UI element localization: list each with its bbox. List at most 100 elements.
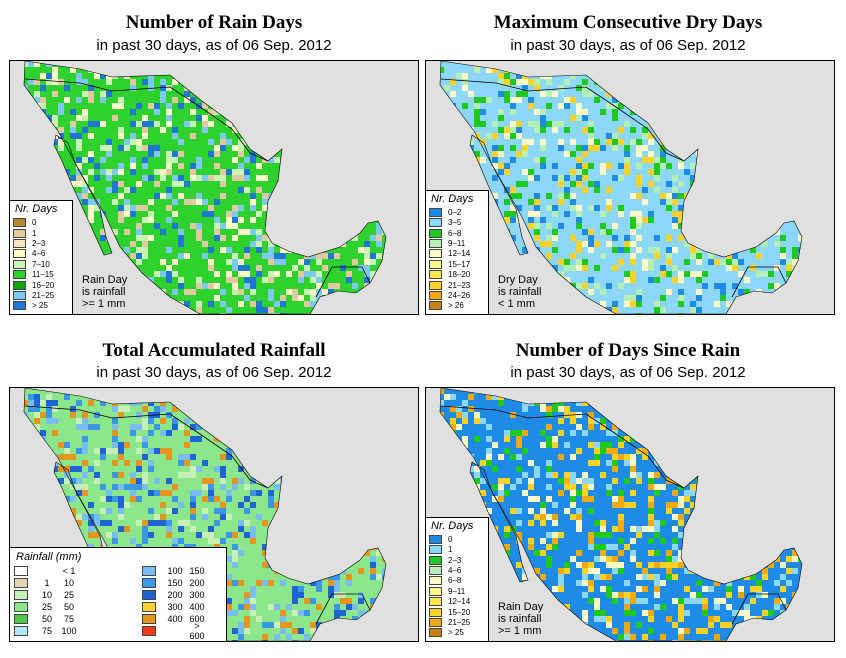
map-cell [600, 526, 606, 532]
map-cell [666, 568, 672, 574]
map-cell [594, 532, 600, 538]
map-cell [250, 193, 256, 199]
map-cell [756, 271, 762, 277]
map-cell [558, 490, 564, 496]
map-cell [696, 640, 702, 641]
map-cell [570, 265, 576, 271]
map-cell [244, 628, 250, 634]
map-cell [612, 466, 618, 472]
map-cell [82, 424, 88, 430]
coastline-baja [53, 134, 113, 256]
map-cell [522, 169, 528, 175]
map-cell [606, 622, 612, 628]
map-cell [750, 247, 756, 253]
map-cell [34, 61, 40, 67]
map-cell [546, 556, 552, 562]
map-cell [94, 412, 100, 418]
map-cell [684, 241, 690, 247]
map-cell [244, 592, 250, 598]
map-cell [462, 400, 468, 406]
map-cell [672, 187, 678, 193]
map-cell [666, 259, 672, 265]
map-cell [678, 193, 684, 199]
map-cell [232, 532, 238, 538]
map-cell [286, 271, 292, 277]
map-cell [582, 79, 588, 85]
map-cell [600, 418, 606, 424]
map-cell [208, 526, 214, 532]
map-cell [148, 211, 154, 217]
map-cell [600, 574, 606, 580]
map-cell [226, 271, 232, 277]
map-cell [486, 424, 492, 430]
map-cell [94, 460, 100, 466]
map-cell [582, 592, 588, 598]
map-cell [636, 532, 642, 538]
map-cell [250, 199, 256, 205]
map-cell [136, 520, 142, 526]
map-cell [196, 235, 202, 241]
map-cell [492, 442, 498, 448]
map-cell [166, 85, 172, 91]
map-cell [582, 187, 588, 193]
map-cell [142, 145, 148, 151]
map-cell [606, 442, 612, 448]
map-cell [498, 454, 504, 460]
map-cell [540, 91, 546, 97]
map-cell [106, 187, 112, 193]
map-cell [172, 271, 178, 277]
map-cell [726, 604, 732, 610]
map-cell [690, 247, 696, 253]
map-cell [316, 586, 322, 592]
map-cell [238, 550, 244, 556]
map-cell [166, 478, 172, 484]
map-cell [58, 127, 64, 133]
map-cell [142, 241, 148, 247]
map-cell [280, 253, 286, 259]
legend-item: 24–26 [429, 290, 485, 300]
map-cell [672, 211, 678, 217]
legend-swatch [142, 566, 156, 576]
map-cell [202, 103, 208, 109]
map-cell [570, 73, 576, 79]
map-cell [160, 406, 166, 412]
map-cell [630, 466, 636, 472]
map-cell [256, 187, 262, 193]
map-cell [744, 604, 750, 610]
map-cell [154, 109, 160, 115]
map-cell [262, 634, 268, 640]
map-cell [238, 229, 244, 235]
map-cell [588, 235, 594, 241]
map-cell [630, 502, 636, 508]
map-cell [552, 586, 558, 592]
map-cell [154, 424, 160, 430]
map-cell [552, 502, 558, 508]
map-cell [106, 532, 112, 538]
map-cell [582, 127, 588, 133]
map-cell [582, 562, 588, 568]
map-cell [570, 253, 576, 259]
map-cell [262, 622, 268, 628]
map-cell [76, 79, 82, 85]
map-cell [292, 289, 298, 295]
map-cell [678, 514, 684, 520]
map-cell [184, 430, 190, 436]
map-cell [76, 418, 82, 424]
map-cell [648, 133, 654, 139]
map-cell [552, 544, 558, 550]
map-cell [600, 616, 606, 622]
map-cell [76, 73, 82, 79]
map-cell [600, 586, 606, 592]
map-cell [546, 91, 552, 97]
map-cell [232, 253, 238, 259]
map-cell [358, 247, 364, 253]
map-cell [582, 85, 588, 91]
map-cell [172, 175, 178, 181]
map-cell [714, 283, 720, 289]
legend-swatch [429, 597, 442, 607]
map-cell [316, 253, 322, 259]
map-cell [528, 520, 534, 526]
map-cell [654, 247, 660, 253]
map-cell [172, 199, 178, 205]
map-cell [576, 115, 582, 121]
